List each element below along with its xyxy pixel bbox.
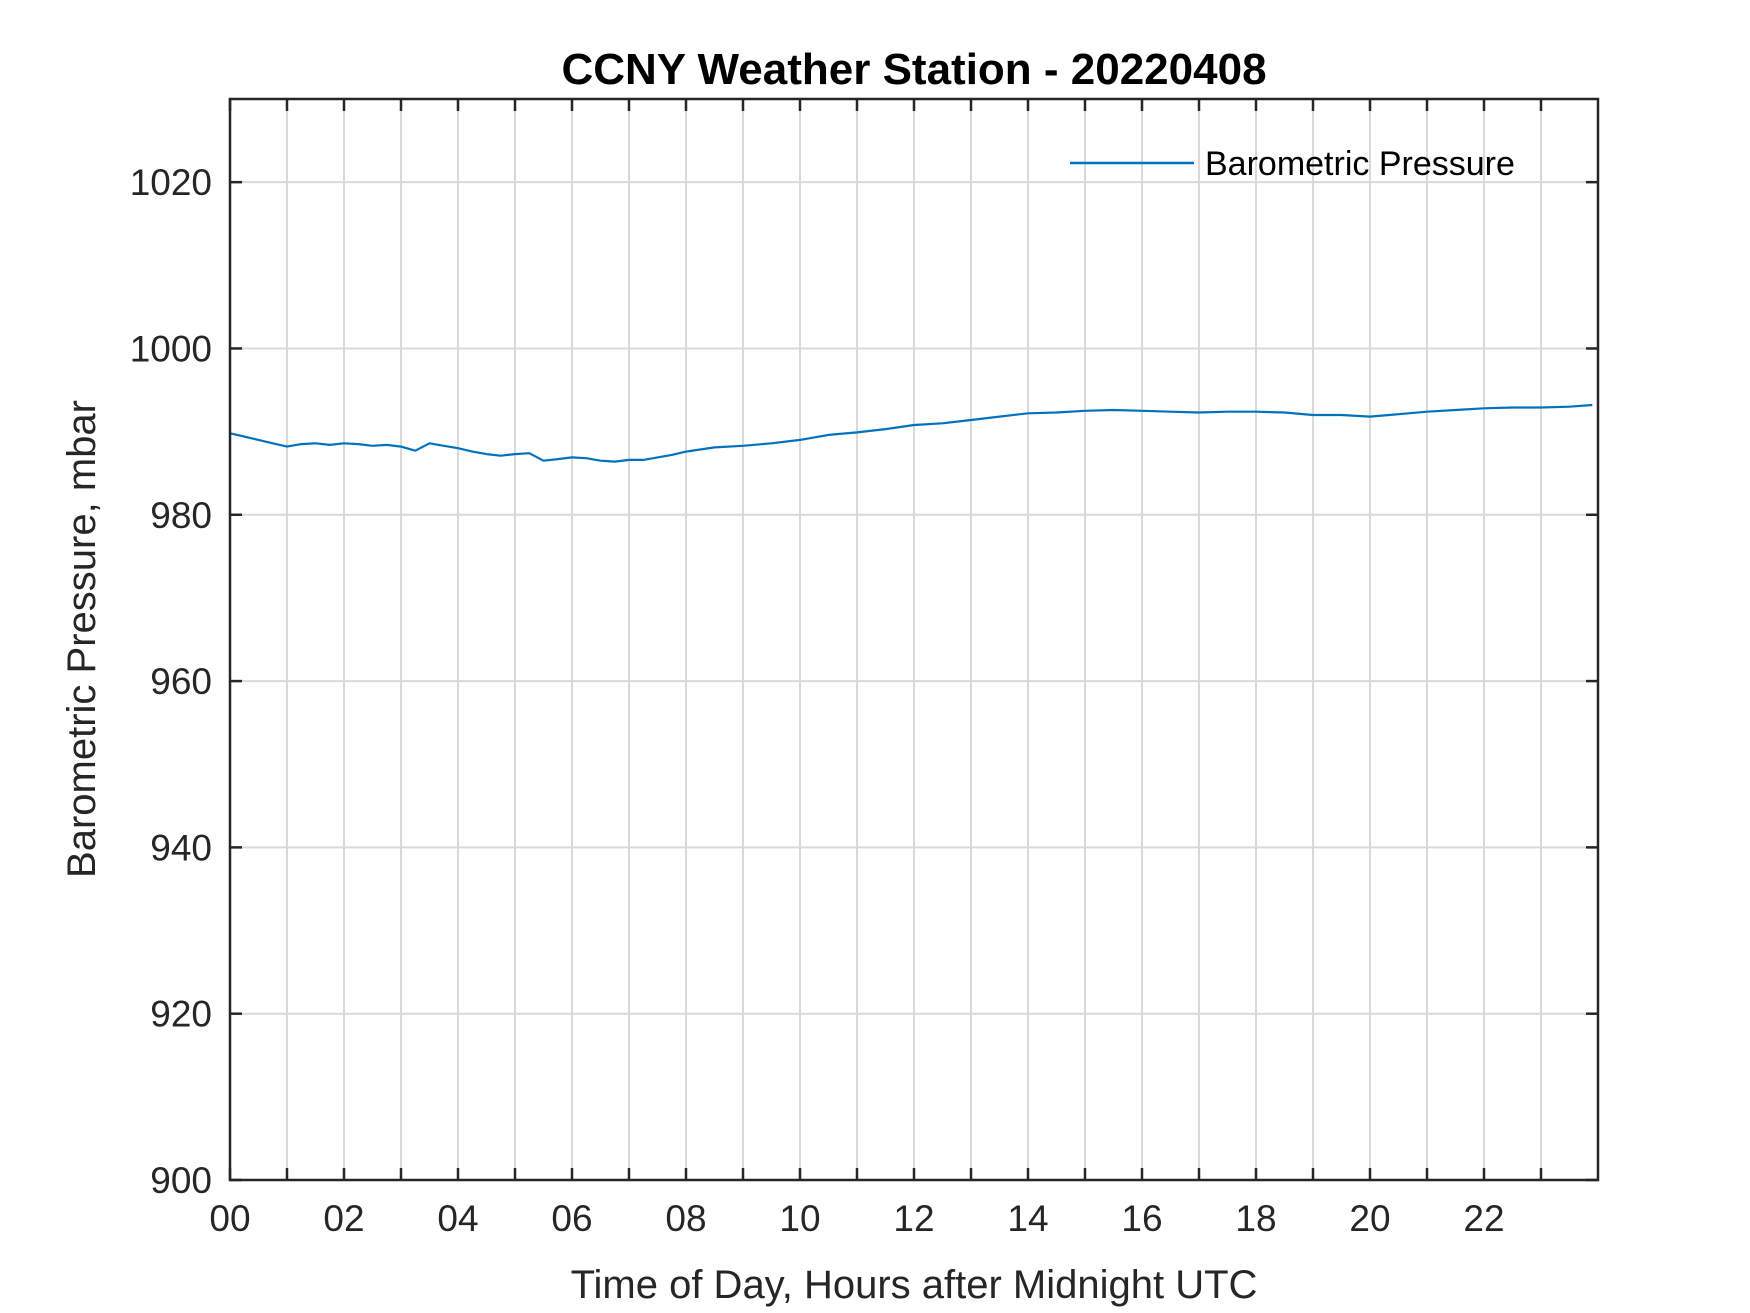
y-tick-label: 920: [150, 994, 212, 1035]
x-tick-label: 00: [209, 1198, 250, 1239]
y-tick-label: 900: [150, 1160, 212, 1201]
y-axis-label: Barometric Pressure, mbar: [60, 400, 104, 878]
x-axis-label: Time of Day, Hours after Midnight UTC: [571, 1263, 1258, 1307]
tick-labels: 00 02 04 06 08 10 12 14 16 18 20 22 900 920 940 960 980 1…: [130, 162, 1505, 1239]
grid: [230, 99, 1598, 1180]
x-tick-label: 14: [1007, 1198, 1048, 1239]
x-tick-label: 10: [779, 1198, 820, 1239]
y-tick-label: 960: [150, 661, 212, 702]
y-tick-label: 1000: [130, 328, 212, 369]
x-tick-label: 06: [551, 1198, 592, 1239]
chart-title: CCNY Weather Station - 20220408: [561, 45, 1266, 94]
x-tick-label: 18: [1235, 1198, 1276, 1239]
y-tick-label: 940: [150, 827, 212, 868]
x-tick-label: 04: [437, 1198, 478, 1239]
series-layer: [229, 403, 1593, 463]
x-tick-label: 20: [1349, 1198, 1390, 1239]
x-tick-label: 16: [1121, 1198, 1162, 1239]
ticks: [228, 99, 1598, 1182]
x-tick-label: 08: [665, 1198, 706, 1239]
x-tick-label: 12: [893, 1198, 934, 1239]
legend: Barometric Pressure: [1070, 145, 1515, 183]
series-line-barometric-pressure: [229, 403, 1593, 463]
legend-label-barometric-pressure: Barometric Pressure: [1205, 145, 1515, 183]
x-tick-label: 02: [323, 1198, 364, 1239]
y-tick-label: 980: [150, 495, 212, 536]
x-tick-label: 22: [1463, 1198, 1504, 1239]
y-tick-label: 1020: [130, 162, 212, 203]
